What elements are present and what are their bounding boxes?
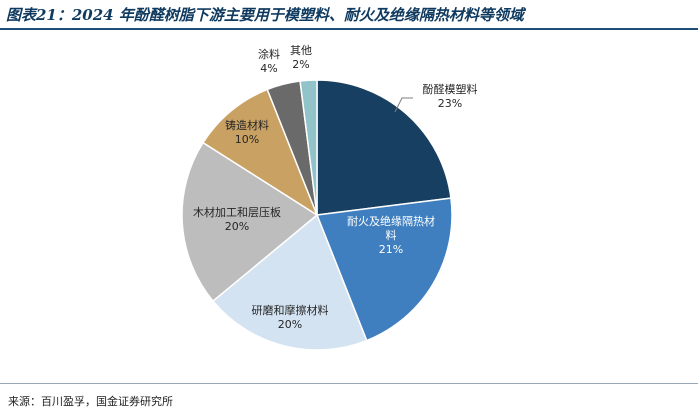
slice-name-label: 木材加工和层压板 [193, 205, 281, 219]
pie-slice-5 [201, 88, 319, 217]
slice-name-label: 其他 [290, 44, 312, 57]
slice-value-label: 23% [438, 97, 462, 110]
slice-value-label: 21% [379, 243, 403, 256]
leader-line-1 [394, 97, 413, 113]
slice-value-label: 10% [235, 133, 259, 146]
pie-slice-7 [299, 79, 318, 216]
slice-name-label: 酚醛模塑料 [423, 82, 478, 96]
slice-value-label: 2% [292, 58, 309, 71]
slice-name-label: 研磨和摩擦材料 [252, 303, 329, 317]
slice-label-group-7: 其他2% [290, 44, 312, 71]
pie-slice-2 [315, 197, 453, 342]
pie-slice-4 [181, 141, 319, 303]
source-note: 来源：百川盈孚，国金证券研究所 [8, 395, 173, 408]
pie-slice-3 [211, 213, 368, 351]
slice-name-label: 耐火及绝缘隔热材 [347, 214, 435, 228]
slice-value-label: 20% [278, 318, 302, 331]
title-rule [0, 28, 698, 30]
source-rule [0, 383, 698, 384]
slice-value-label: 20% [225, 220, 249, 233]
slice-name-label: 料 [386, 228, 397, 242]
slice-name-label: 涂料 [258, 47, 280, 61]
chart-title: 图表21：2024 年酚醛树脂下游主要用于模塑料、耐火及绝缘隔热材料等领域 [6, 6, 524, 24]
slice-value-label: 4% [260, 62, 277, 75]
slice-name-label: 铸造材料 [225, 118, 269, 132]
pie-slice-1 [316, 79, 452, 216]
slice-label-group-6: 涂料4% [258, 47, 280, 75]
